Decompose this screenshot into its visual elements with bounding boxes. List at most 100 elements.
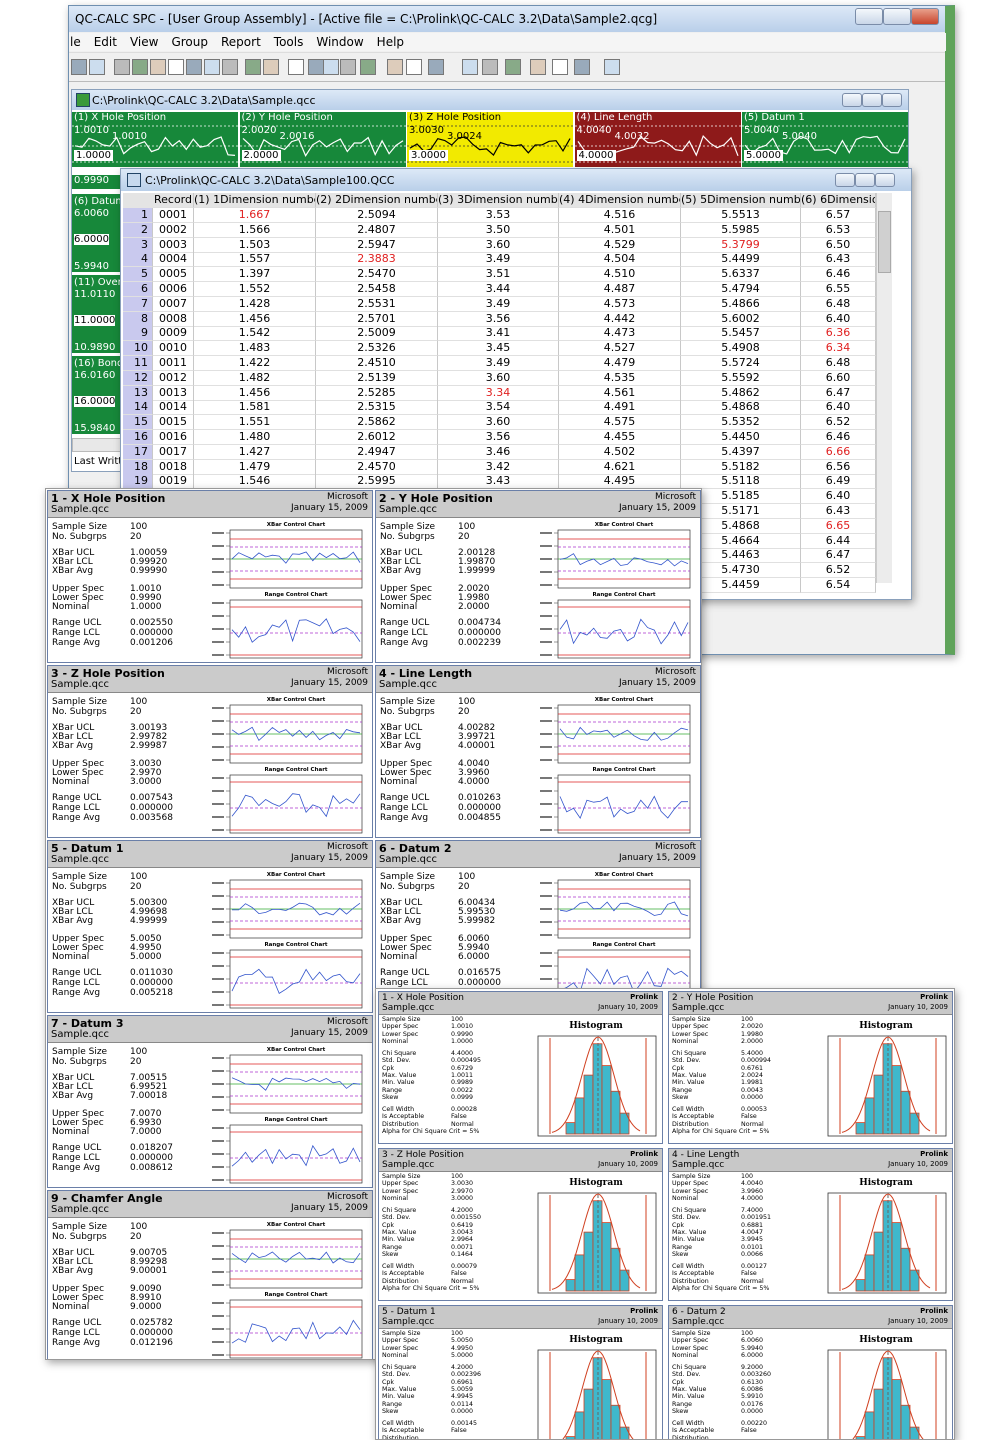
stat-value: 100 [130, 522, 148, 532]
toolbar-button[interactable] [574, 59, 590, 75]
toolbar-button[interactable] [360, 59, 376, 75]
normal-curve [551, 1036, 641, 1133]
stat-label: Sample Size [52, 522, 108, 532]
column-header[interactable]: (6) 6Dimension [801, 193, 876, 208]
chart-strip: (2) Y Hole Position 2.0020 2.0016 2.0000 [239, 112, 406, 167]
stat-value: 0.9990 [130, 593, 162, 603]
stat-value: 1.00059 [130, 548, 168, 558]
report-header: 3 - Z Hole Position Sample.qcc Microsoft Ja… [48, 666, 372, 693]
axis-tick-label [540, 733, 552, 735]
toolbar-button[interactable] [186, 59, 202, 75]
window-min-button[interactable] [842, 93, 862, 107]
toolbar-button[interactable] [406, 59, 422, 75]
toolbar-button[interactable] [308, 59, 324, 75]
stat-value: 7.00515 [130, 1073, 168, 1083]
table-cell: 0005 [153, 267, 194, 283]
stat-value: 0.0071 [451, 1243, 474, 1251]
menu-item[interactable]: View [129, 35, 159, 49]
menu-item[interactable]: Help [376, 35, 405, 49]
menu-item[interactable]: Window [316, 35, 364, 49]
histogram-chart: Histogram [827, 1178, 947, 1294]
toolbar-button[interactable] [428, 59, 444, 75]
normal-curve [852, 1350, 924, 1439]
toolbar-button[interactable] [71, 59, 87, 75]
toolbar-button[interactable] [482, 59, 498, 75]
window-min-button[interactable] [855, 8, 883, 25]
toolbar-button[interactable] [132, 59, 148, 75]
table-cell: 2.5285 [316, 385, 438, 401]
histogram-date: January 10, 2009 [598, 1160, 658, 1168]
menu-item[interactable]: Edit [93, 35, 117, 49]
report-title: 4 - Line Length [379, 667, 473, 680]
toolbar-button[interactable] [150, 59, 166, 75]
axis-tick-label [212, 628, 224, 630]
axis-tick-label [540, 816, 552, 818]
column-header[interactable]: (3) 3Dimension number 3 [438, 193, 559, 208]
stat-value: 100 [741, 1016, 754, 1023]
histogram-panel-title: 2 - Y Hole Position [672, 993, 754, 1003]
stat-label: Std. Dev. [672, 1057, 701, 1065]
stat-value: 3.9945 [741, 1236, 764, 1244]
menu-item[interactable]: Group [171, 35, 208, 49]
toolbar-button[interactable] [168, 59, 184, 75]
toolbar-button[interactable] [114, 59, 130, 75]
window-max-button[interactable] [855, 173, 875, 187]
stat-value: 2.9964 [451, 1236, 474, 1244]
report-panel: 9 - Chamfer Angle Sample.qcc Microsoft Janu… [47, 1190, 373, 1359]
toolbar-button[interactable] [604, 59, 620, 75]
toolbar-button[interactable] [263, 59, 279, 75]
toolbar-button[interactable] [505, 59, 521, 75]
stat-label: Lower Spec [380, 768, 432, 778]
stat-value: 9.2000 [741, 1364, 764, 1371]
toolbar-button[interactable] [89, 59, 105, 75]
strip-trace [74, 136, 236, 156]
horizontal-scrollbar[interactable] [72, 438, 124, 452]
table-cell: 6.60 [801, 370, 876, 386]
window-close-button[interactable] [875, 173, 895, 187]
table-cell: 5.4868 [681, 518, 801, 534]
column-header[interactable]: (2) 2Dimension number 2 [316, 193, 438, 208]
stat-label: Range UCL [380, 793, 430, 803]
side-strip: (6) Datum 6.0060 6.0000 5.9940 [72, 194, 124, 272]
table-window-title-bar: C:\Prolink\QC-CALC 3.2\Data\Sample100.QC… [121, 169, 911, 191]
menu-item[interactable]: Tools [273, 35, 304, 49]
stat-value: False [451, 1427, 467, 1435]
toolbar-button[interactable] [288, 59, 304, 75]
toolbar-button[interactable] [245, 59, 261, 75]
histogram-bar [619, 1426, 630, 1439]
menu-item[interactable]: Report [221, 35, 261, 49]
window-close-button[interactable] [882, 93, 902, 107]
stat-label: XBar LCL [380, 557, 421, 567]
range-trace [231, 618, 361, 643]
window-min-button[interactable] [835, 173, 855, 187]
report-panel: 3 - Z Hole Position Sample.qcc Microsoft Ja… [47, 665, 373, 838]
window-max-button[interactable] [862, 93, 882, 107]
column-header[interactable]: (5) 5Dimension number 5 [681, 193, 801, 208]
vertical-scrollbar[interactable] [876, 193, 892, 583]
toolbar-button[interactable] [387, 59, 403, 75]
column-header[interactable]: Record [153, 193, 194, 208]
toolbar-button[interactable] [462, 59, 478, 75]
strip-value: 5.0000 [744, 150, 783, 161]
stat-value: 20 [130, 707, 142, 717]
chart-title: XBar Control Chart [267, 872, 326, 878]
report-file: Sample.qcc [51, 1029, 110, 1040]
toolbar-button[interactable] [530, 59, 546, 75]
column-header[interactable]: (1) 1Dimension number 1 [194, 193, 316, 208]
toolbar-button[interactable] [222, 59, 238, 75]
toolbar-button[interactable] [323, 59, 339, 75]
menu-item[interactable]: le [70, 35, 81, 49]
toolbar-button[interactable] [204, 59, 220, 75]
axis-tick-label [540, 952, 552, 954]
column-header[interactable]: (4) 4Dimension number 4 [559, 193, 681, 208]
toolbar-button[interactable] [552, 59, 568, 75]
histogram-date: January 10, 2009 [598, 1317, 658, 1325]
scroll-thumb[interactable] [878, 211, 891, 273]
window-close-button[interactable] [911, 8, 939, 25]
window-max-button[interactable] [883, 8, 911, 25]
stat-label: Max. Value [382, 1071, 417, 1079]
xbar-trace [231, 1077, 361, 1091]
toolbar-button[interactable] [340, 59, 356, 75]
table-cell: 4.510 [559, 267, 681, 283]
report-company: Microsoft [327, 492, 368, 502]
